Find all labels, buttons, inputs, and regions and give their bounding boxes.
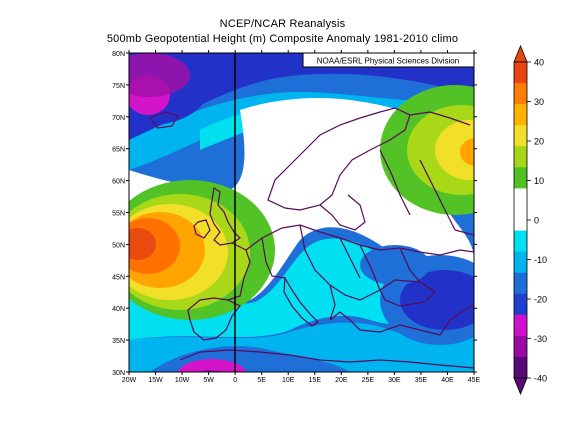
colorbar-label: 0 bbox=[534, 216, 539, 226]
field-ne-high-20 bbox=[435, 120, 474, 180]
coast-iceland bbox=[149, 111, 179, 129]
border-ukraine bbox=[359, 244, 381, 291]
coast-italy bbox=[283, 276, 319, 327]
coast-black-sea bbox=[379, 279, 436, 307]
lon-label: 45E bbox=[468, 377, 481, 384]
lat-label: 55N bbox=[112, 211, 125, 218]
border-russia bbox=[399, 247, 421, 283]
lon-label: 35E bbox=[415, 377, 428, 384]
lon-label: 5W bbox=[203, 377, 214, 384]
field-east-low-inner bbox=[400, 270, 474, 330]
colorbar-label: -20 bbox=[534, 295, 547, 305]
lat-label: 70N bbox=[112, 115, 125, 122]
border-west bbox=[261, 237, 286, 279]
colorbar-segment bbox=[514, 209, 527, 231]
credit-text: NOAA/ESRL Physical Sciences Division bbox=[317, 57, 459, 66]
border-poland bbox=[339, 237, 361, 279]
colorbar: 40 30 20 10 0 -10 -20 -30 -40 bbox=[513, 44, 547, 396]
border-balkans bbox=[329, 284, 336, 321]
lon-label: 15E bbox=[309, 377, 322, 384]
colorbar-label: -30 bbox=[534, 334, 547, 344]
border-scandinavia-east bbox=[379, 149, 411, 216]
colorbar-segment bbox=[514, 146, 527, 168]
coast-france bbox=[227, 242, 251, 301]
coast-kola bbox=[409, 111, 471, 126]
colorbar-segment bbox=[514, 125, 527, 147]
colorbar-label: -10 bbox=[534, 255, 547, 265]
lon-label: 10W bbox=[175, 377, 190, 384]
colorbar-segment bbox=[514, 314, 527, 337]
lat-label: 75N bbox=[112, 83, 125, 90]
colorbar-bottom-arrow bbox=[513, 377, 528, 396]
field-south-magenta bbox=[177, 359, 247, 372]
border-caucasus bbox=[439, 304, 474, 336]
field-east-low-ext bbox=[360, 245, 430, 285]
colorbar-segment bbox=[514, 62, 527, 84]
colorbar-segment bbox=[514, 293, 527, 316]
coast-scandinavia bbox=[267, 107, 411, 211]
lon-label: 40E bbox=[441, 377, 454, 384]
latitude-axis: 80N 75N 70N 65N 60N 55N 50N 45N 40N 35N 30N bbox=[112, 51, 477, 377]
colorbar-label: -40 bbox=[534, 374, 547, 384]
coastlines bbox=[149, 107, 474, 369]
lat-label: 80N bbox=[112, 51, 125, 58]
colorbar-segment bbox=[514, 188, 527, 210]
lon-label: 20W bbox=[122, 377, 137, 384]
field-ne-high-25 bbox=[460, 138, 474, 166]
colorbar-segment bbox=[514, 230, 527, 252]
map-title: NCEP/NCAR Reanalysis bbox=[219, 18, 346, 30]
colorbar-label: 20 bbox=[534, 137, 544, 147]
colorbar-segment bbox=[514, 356, 527, 379]
map-subtitle: 500mb Geopotential Height (m) Composite … bbox=[106, 33, 459, 45]
colorbar-label: 40 bbox=[534, 58, 544, 68]
lon-label: 30E bbox=[388, 377, 401, 384]
colorbar-segment bbox=[514, 83, 527, 105]
lat-label: 30N bbox=[112, 370, 125, 377]
lat-label: 50N bbox=[112, 242, 125, 249]
lat-label: 45N bbox=[112, 274, 125, 281]
coast-ireland bbox=[193, 219, 211, 239]
field-west-high-35 bbox=[129, 228, 156, 260]
lon-label: 25E bbox=[362, 377, 375, 384]
credit-box bbox=[302, 52, 475, 68]
colorbar-label: 10 bbox=[534, 176, 544, 186]
lon-label: 10E bbox=[282, 377, 295, 384]
colorbar-segment bbox=[514, 167, 527, 189]
colorbar-segment bbox=[514, 251, 527, 273]
lon-label: 5E bbox=[257, 377, 266, 384]
lon-label: 20E bbox=[335, 377, 348, 384]
colorbar-label: 30 bbox=[534, 97, 544, 107]
coast-iberia bbox=[187, 297, 241, 341]
colorbar-segment bbox=[514, 272, 527, 295]
lon-label: 15W bbox=[148, 377, 163, 384]
anomaly-field bbox=[129, 53, 474, 372]
lat-label: 65N bbox=[112, 147, 125, 154]
lat-label: 40N bbox=[112, 306, 125, 313]
lat-label: 60N bbox=[112, 179, 125, 186]
coast-baltic bbox=[319, 194, 366, 231]
coast-greece-turkey bbox=[329, 311, 441, 336]
longitude-axis: 20W 15W 10W 5W 0 5E 10E 15E 20E 25E 30E 35E 40E 45E bbox=[122, 50, 481, 384]
border-finland-russia bbox=[419, 159, 474, 236]
colorbar-segment bbox=[514, 104, 527, 126]
lat-label: 35N bbox=[112, 338, 125, 345]
colorbar-top-arrow bbox=[513, 44, 528, 63]
field-north-low bbox=[129, 53, 474, 140]
field-nw-purple bbox=[129, 53, 190, 97]
coast-north-africa bbox=[179, 349, 474, 369]
colorbar-segment bbox=[514, 335, 527, 358]
lon-label: 0 bbox=[233, 377, 237, 384]
